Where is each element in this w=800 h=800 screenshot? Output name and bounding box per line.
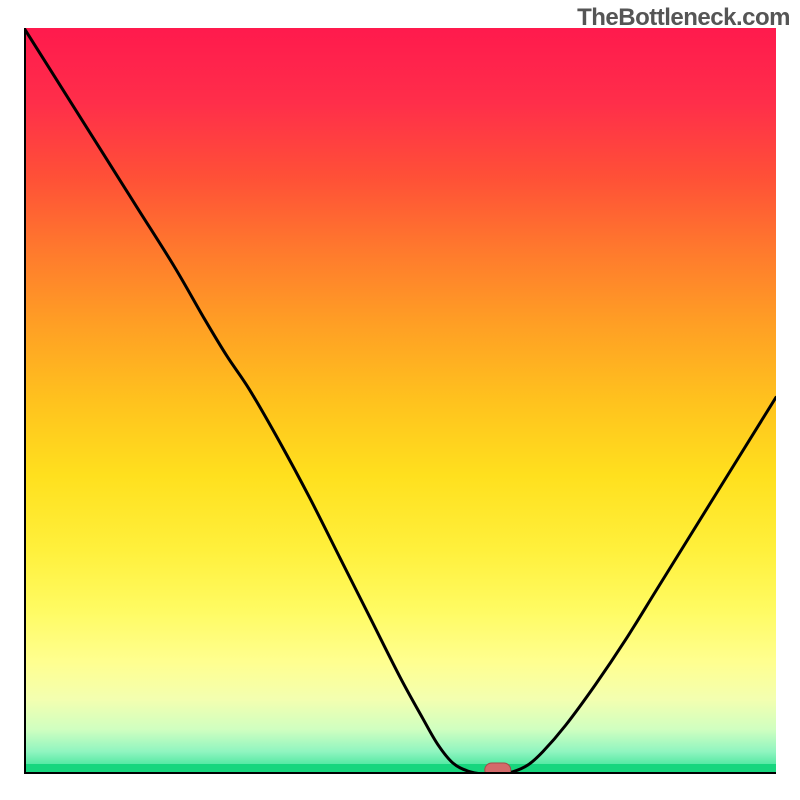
chart-svg — [0, 0, 800, 800]
bottleneck-chart: TheBottleneck.com — [0, 0, 800, 800]
optimal-marker — [485, 763, 511, 777]
plot-area — [24, 28, 776, 777]
watermark-text: TheBottleneck.com — [577, 4, 790, 32]
gradient-background — [24, 28, 776, 774]
